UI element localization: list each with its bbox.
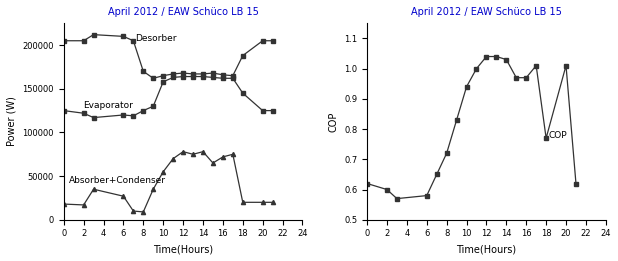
X-axis label: Time(Hours): Time(Hours)	[456, 244, 517, 254]
Y-axis label: COP: COP	[329, 111, 339, 132]
Title: April 2012 / EAW Schüco LB 15: April 2012 / EAW Schüco LB 15	[108, 7, 258, 17]
Y-axis label: Power (W): Power (W)	[7, 97, 17, 146]
X-axis label: Time(Hours): Time(Hours)	[153, 244, 213, 254]
Text: Absorber+Condenser: Absorber+Condenser	[69, 176, 166, 185]
Text: Desorber: Desorber	[135, 34, 177, 43]
Text: COP: COP	[548, 131, 567, 140]
Text: Evaporator: Evaporator	[83, 101, 133, 110]
Title: April 2012 / EAW Schüco LB 15: April 2012 / EAW Schüco LB 15	[411, 7, 562, 17]
